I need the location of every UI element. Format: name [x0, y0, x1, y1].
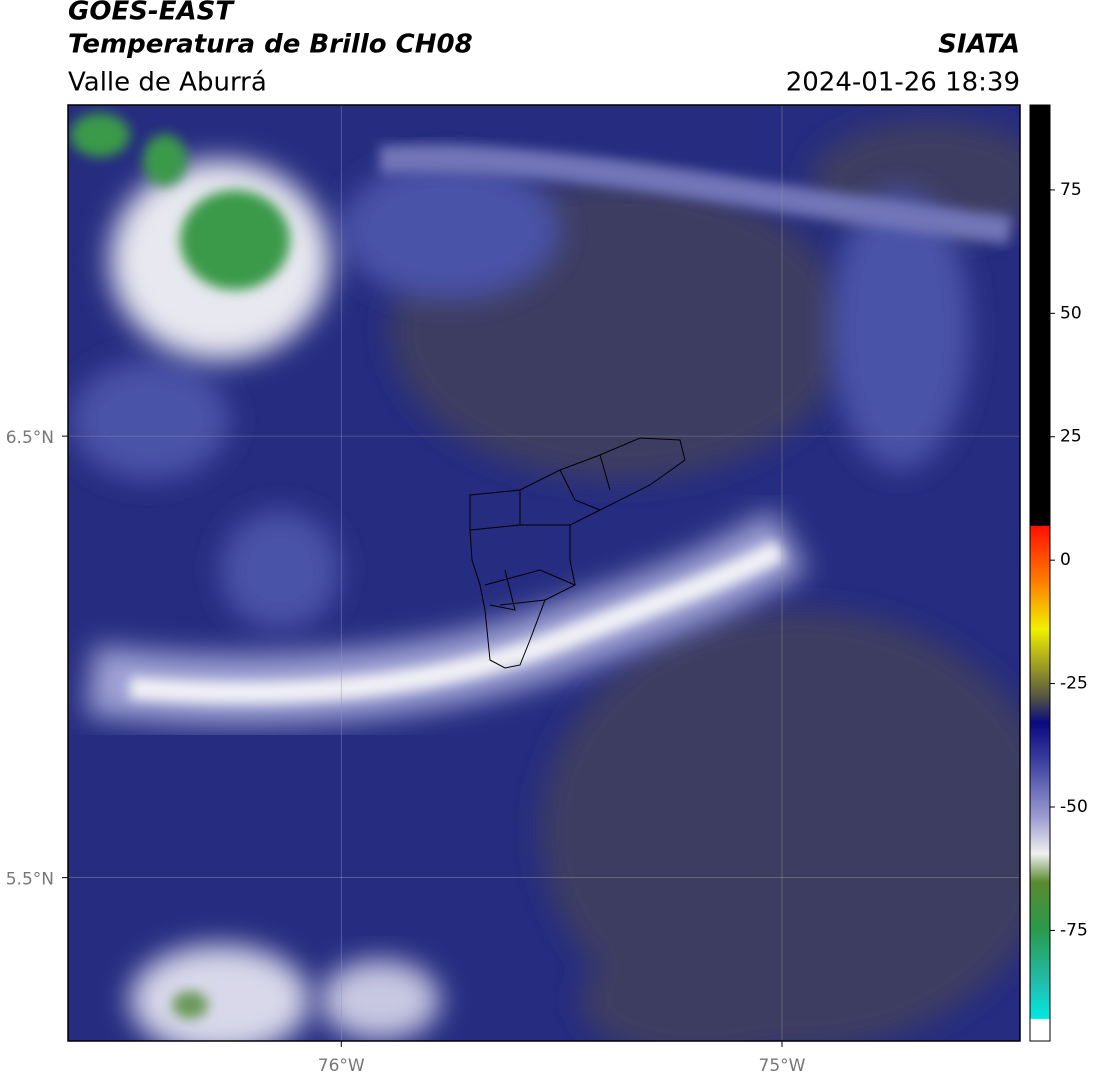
- timestamp: 2024-01-26 18:39: [786, 68, 1020, 98]
- x-tick-label: 76°W: [318, 1056, 365, 1076]
- colorbar-scale: [1029, 104, 1051, 1042]
- subtitle: Temperatura de Brillo CH08: [68, 30, 473, 60]
- colorbar-tick-label: 25: [1060, 427, 1082, 447]
- colorbar-tick-label: -75: [1060, 920, 1088, 940]
- colorbar-tick-label: -25: [1060, 674, 1088, 694]
- colorbar-tick-label: 75: [1060, 180, 1082, 200]
- y-tick-label: 5.5°N: [6, 870, 54, 890]
- grid: [68, 105, 1020, 1041]
- title: GOES-EAST: [68, 0, 235, 27]
- colorbar-tick-label: -50: [1060, 797, 1088, 817]
- colorbar-tick-label: 50: [1060, 303, 1082, 323]
- satellite-image: [68, 105, 1020, 1041]
- colorbar-tick-label: 0: [1060, 550, 1071, 570]
- colorbar: 75 50 25 0 -25 -50 -75: [1029, 104, 1088, 1042]
- region: Valle de Aburrá: [68, 68, 267, 98]
- x-tick-label: 75°W: [759, 1056, 806, 1076]
- source: SIATA: [938, 30, 1020, 60]
- map-frame: [67, 104, 1021, 1042]
- y-tick-label: 6.5°N: [6, 428, 54, 448]
